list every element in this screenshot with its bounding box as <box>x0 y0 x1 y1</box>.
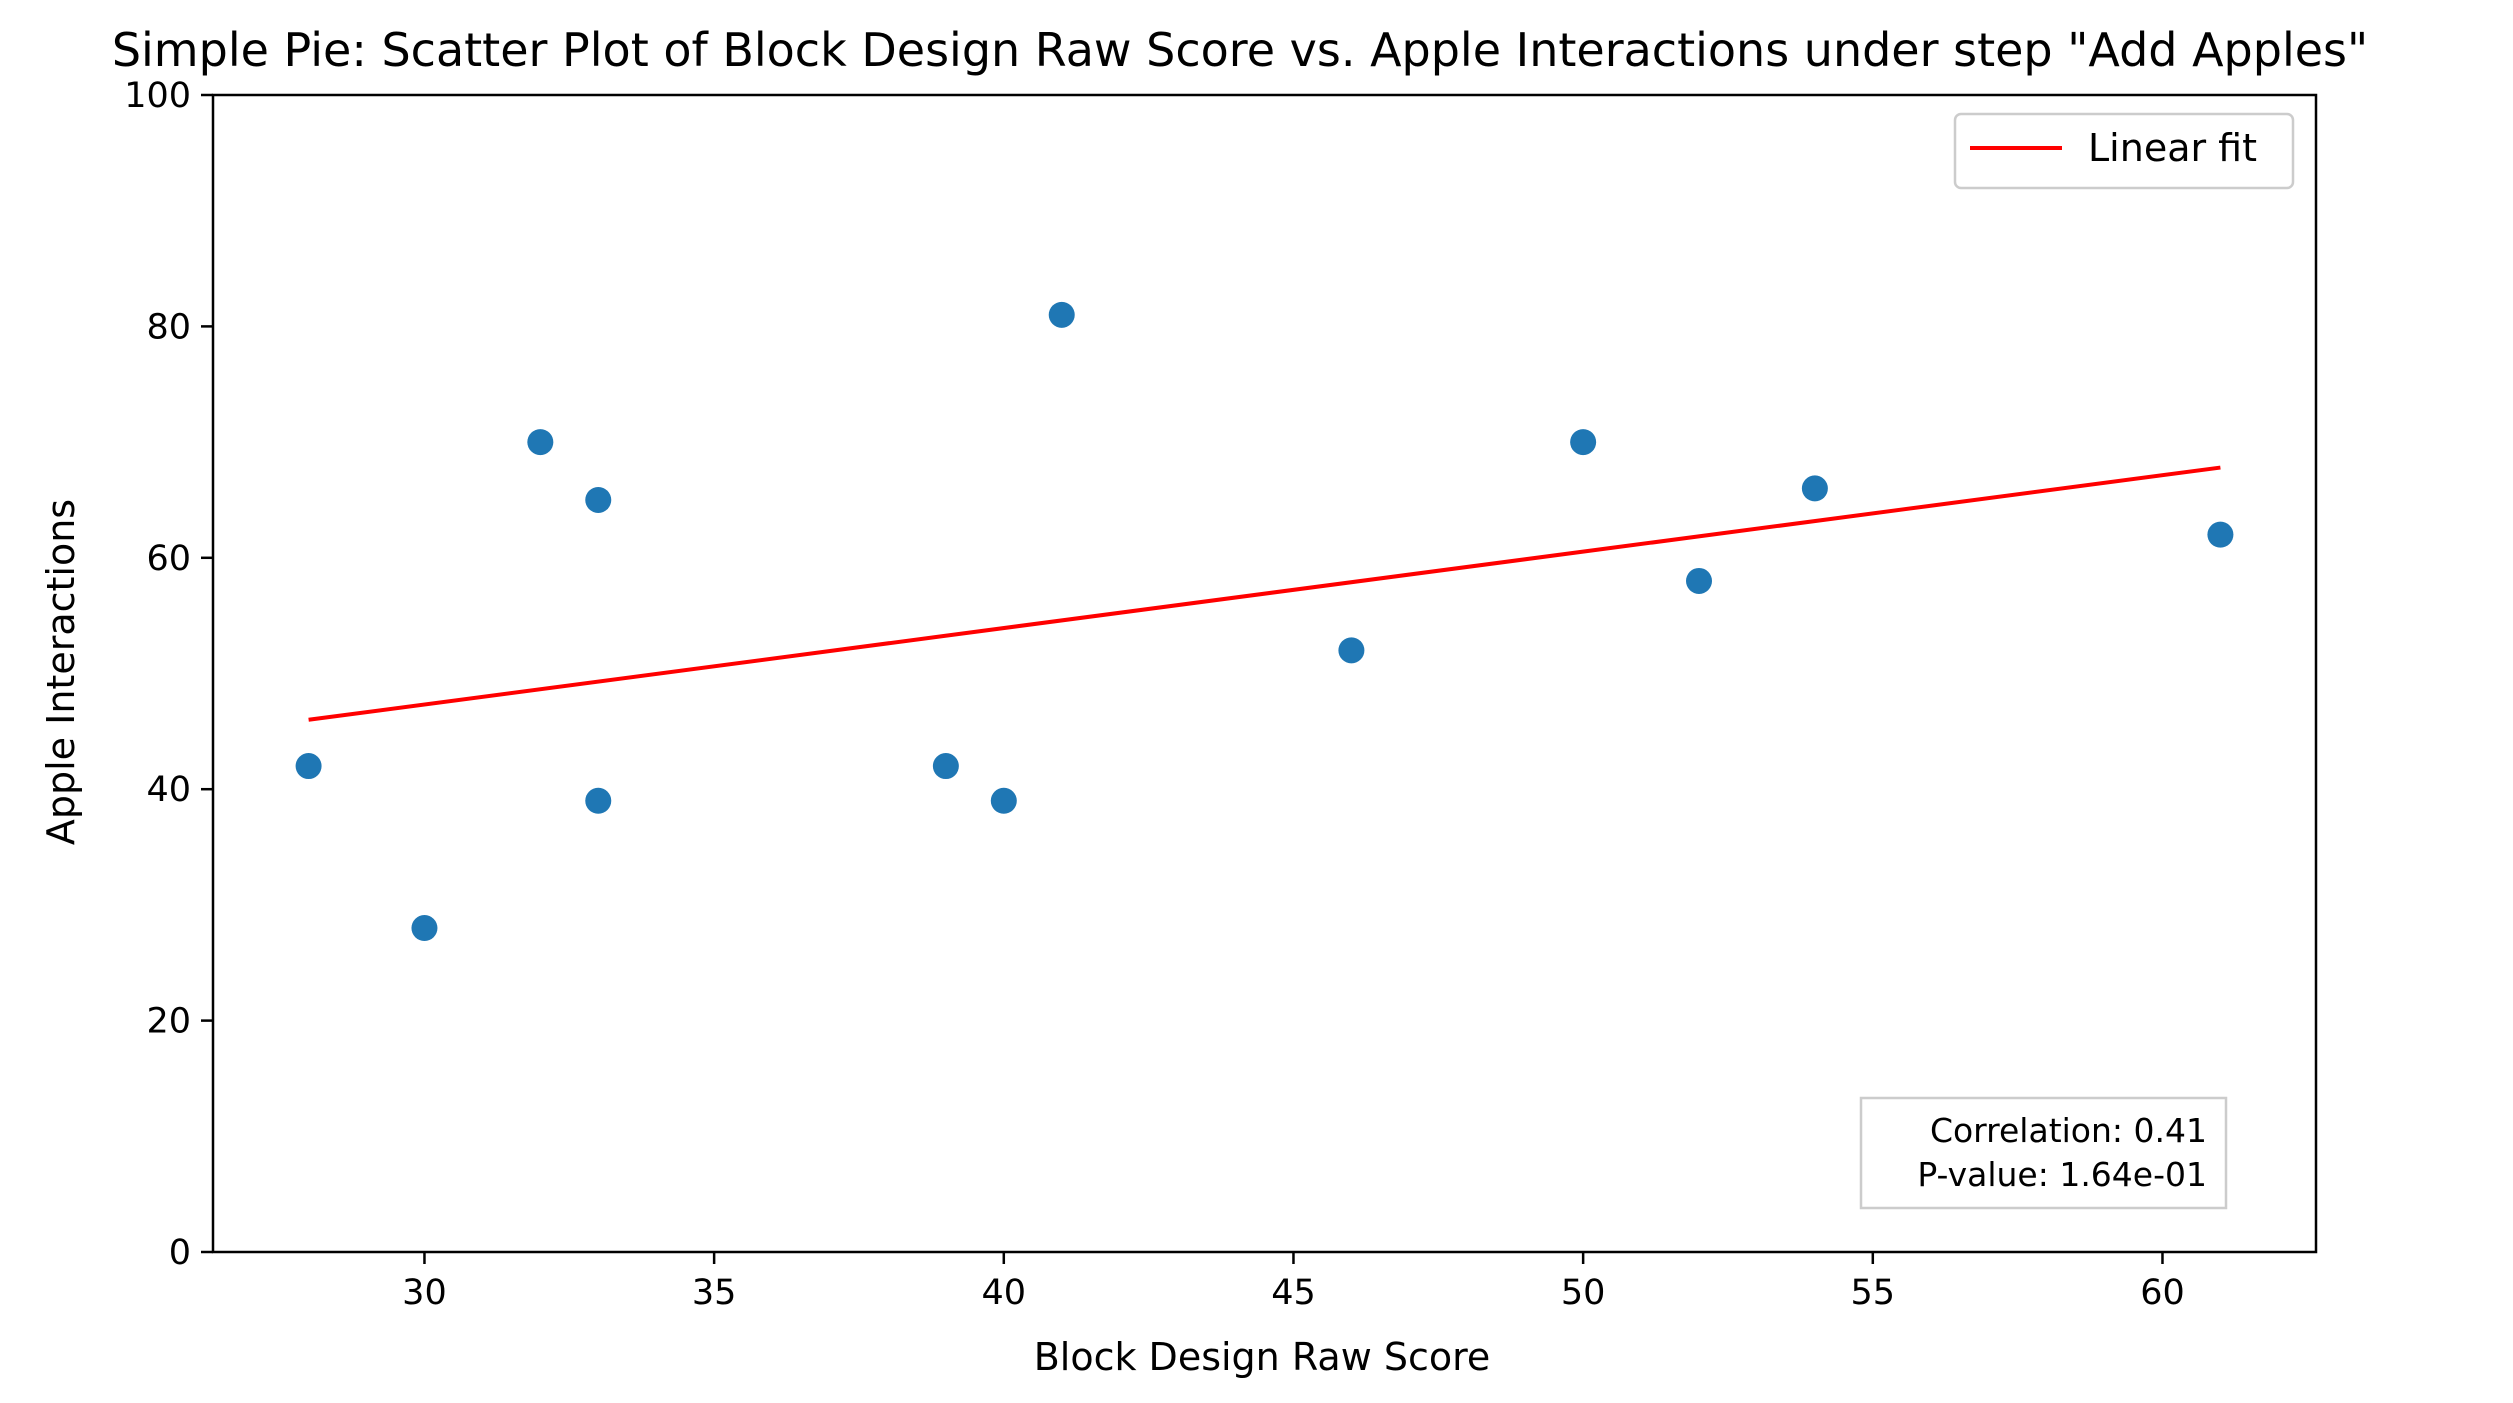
y-tick-label: 40 <box>146 770 191 810</box>
data-point <box>990 787 1017 814</box>
data-point <box>585 787 612 814</box>
p-value-text: P-value: 1.64e-01 <box>1917 1155 2207 1194</box>
y-axis-ticks: 0 20 40 60 80 100 <box>124 76 213 1273</box>
x-axis-label: Block Design Raw Score <box>1034 1335 1491 1379</box>
y-tick-label: 80 <box>146 307 191 347</box>
x-tick-label: 35 <box>692 1273 737 1313</box>
legend-box <box>1953 112 2295 190</box>
data-point <box>1048 301 1075 328</box>
x-tick-label: 50 <box>1561 1273 1606 1313</box>
data-point <box>585 486 612 513</box>
y-axis-label: Apple Interactions <box>39 499 83 845</box>
y-tick-label: 0 <box>169 1233 191 1273</box>
y-tick-label: 60 <box>146 539 191 579</box>
data-point <box>1686 567 1713 594</box>
data-point <box>2207 521 2234 548</box>
data-point <box>932 753 959 780</box>
data-point <box>1338 637 1365 664</box>
fit-line-layer <box>308 465 2221 722</box>
correlation-text: Correlation: 0.41 <box>1930 1111 2207 1150</box>
x-tick-label: 55 <box>1851 1273 1896 1313</box>
data-point <box>1801 475 1828 502</box>
plot-area-frame <box>211 93 2318 1254</box>
x-tick-label: 30 <box>402 1273 447 1313</box>
chart-title: Simple Pie: Scatter Plot of Block Design… <box>112 23 2368 77</box>
data-point <box>295 753 322 780</box>
x-axis-ticks: 30 35 40 45 50 55 60 <box>402 1252 2185 1313</box>
data-point <box>411 915 438 942</box>
y-tick-label: 100 <box>124 76 191 116</box>
linear-fit-line <box>308 465 2221 722</box>
statistics-box <box>1859 1096 2228 1210</box>
x-tick-label: 40 <box>982 1273 1027 1313</box>
legend: Linear fit <box>1953 112 2295 190</box>
x-tick-label: 45 <box>1271 1273 1316 1313</box>
statistics-annotation: Correlation: 0.41 P-value: 1.64e-01 <box>1859 1096 2228 1210</box>
data-point <box>1570 429 1597 456</box>
data-point <box>527 429 554 456</box>
legend-label-linear-fit: Linear fit <box>2088 126 2257 170</box>
data-points-layer <box>295 301 2234 942</box>
y-tick-label: 20 <box>146 1002 191 1042</box>
x-tick-label: 60 <box>2140 1273 2185 1313</box>
